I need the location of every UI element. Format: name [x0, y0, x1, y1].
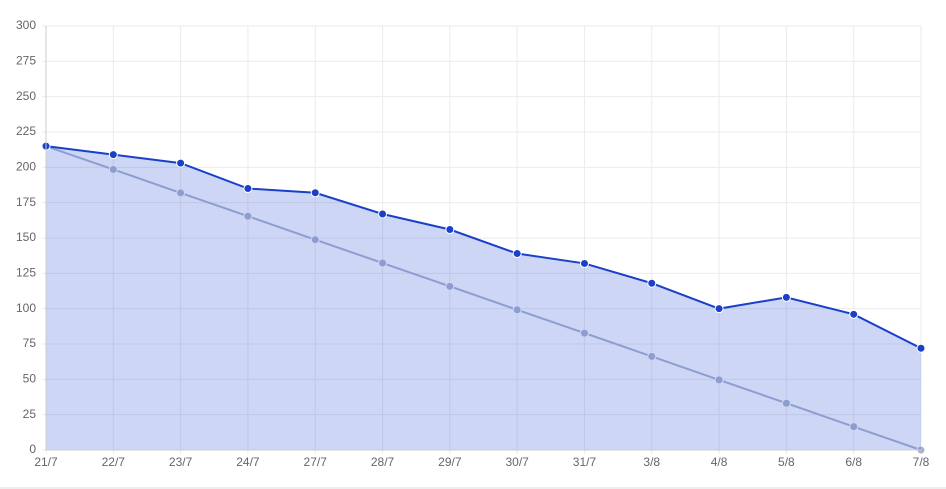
- y-tick-label: 75: [23, 336, 37, 350]
- x-tick-label: 21/7: [34, 455, 58, 469]
- point: [579, 258, 589, 268]
- point: [714, 375, 724, 385]
- x-tick-label: 31/7: [573, 455, 597, 469]
- y-tick-label: 300: [16, 18, 36, 32]
- point: [445, 225, 455, 235]
- point: [781, 292, 791, 302]
- point: [108, 150, 118, 160]
- x-tick-label: 6/8: [845, 455, 862, 469]
- y-tick-label: 25: [23, 407, 37, 421]
- y-tick-label: 150: [16, 230, 36, 244]
- y-tick-label: 50: [23, 372, 37, 386]
- point: [579, 328, 589, 338]
- point: [378, 209, 388, 219]
- line: [45, 145, 922, 451]
- x-tick-label: 24/7: [236, 455, 260, 469]
- point: [243, 184, 253, 194]
- x-tick-label: 7/8: [913, 455, 930, 469]
- point: [781, 398, 791, 408]
- y-tick-label: 0: [29, 442, 36, 456]
- y-tick-label: 250: [16, 89, 36, 103]
- point: [176, 188, 186, 198]
- y-tick-label: 175: [16, 195, 36, 209]
- x-tick-label: 27/7: [304, 455, 328, 469]
- point: [445, 281, 455, 291]
- point: [310, 235, 320, 245]
- point: [512, 305, 522, 315]
- line: [45, 145, 922, 350]
- point: [714, 304, 724, 314]
- x-tick-label: 23/7: [169, 455, 193, 469]
- x-tick-label: 28/7: [371, 455, 395, 469]
- point: [849, 309, 859, 319]
- point: [310, 188, 320, 198]
- y-tick-label: 125: [16, 266, 36, 280]
- y-tick-label: 275: [16, 54, 36, 68]
- y-tick-label: 225: [16, 124, 36, 138]
- point: [243, 211, 253, 221]
- x-tick-label: 5/8: [778, 455, 795, 469]
- area: [46, 146, 921, 450]
- point: [647, 351, 657, 361]
- point: [849, 422, 859, 432]
- y-tick-label: 200: [16, 160, 36, 174]
- x-tick-label: 22/7: [102, 455, 126, 469]
- point: [916, 343, 926, 353]
- point: [512, 249, 522, 259]
- x-tick-label: 4/8: [711, 455, 728, 469]
- y-tick-label: 100: [16, 301, 36, 315]
- x-tick-label: 3/8: [643, 455, 660, 469]
- x-tick-label: 29/7: [438, 455, 462, 469]
- point: [647, 278, 657, 288]
- point: [378, 258, 388, 268]
- x-tick-label: 30/7: [505, 455, 529, 469]
- point: [108, 164, 118, 174]
- point: [176, 158, 186, 168]
